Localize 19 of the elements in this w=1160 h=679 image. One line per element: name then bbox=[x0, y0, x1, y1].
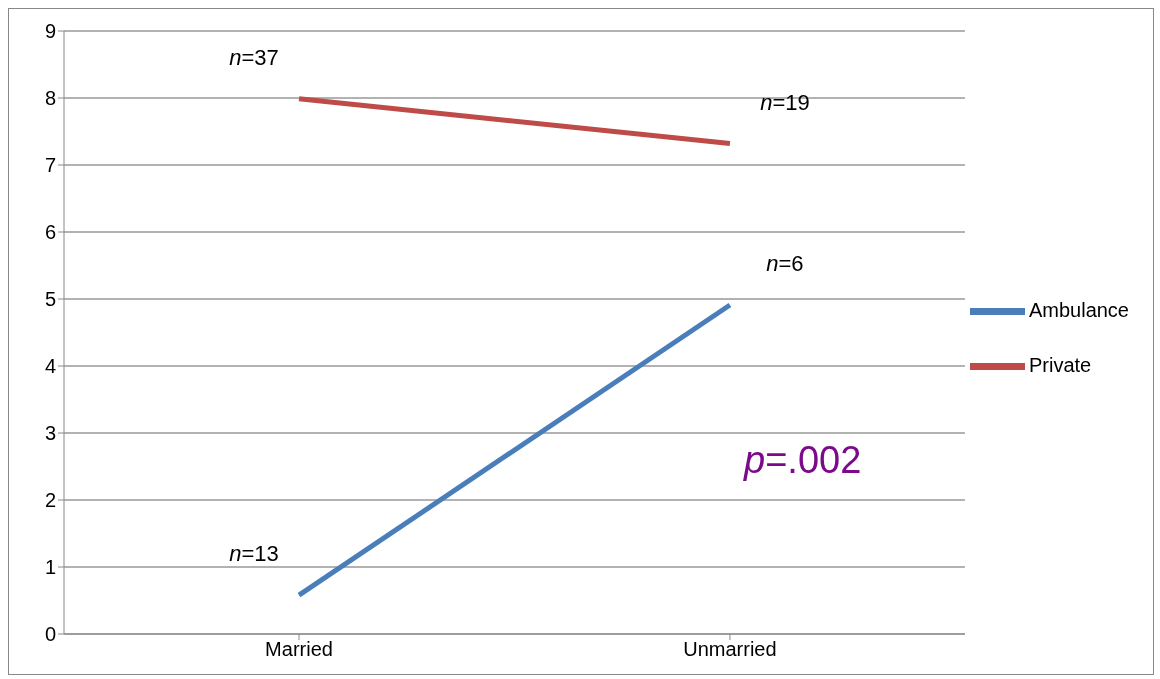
annotation: n=37 bbox=[229, 44, 279, 70]
y-tick-label: 2 bbox=[44, 489, 56, 512]
annotation: n=19 bbox=[760, 89, 810, 115]
annotation: n=6 bbox=[766, 250, 804, 276]
y-tick-label: 6 bbox=[44, 221, 56, 244]
y-tick-label: 7 bbox=[44, 154, 56, 177]
annotation: n=13 bbox=[229, 540, 279, 566]
legend-label: Private bbox=[1028, 353, 1092, 376]
legend-label: Ambulance bbox=[1028, 298, 1129, 321]
y-tick-label: 1 bbox=[44, 556, 56, 579]
y-tick-label: 5 bbox=[44, 288, 56, 311]
y-tick-label: 8 bbox=[44, 87, 56, 110]
y-tick-label: 3 bbox=[44, 422, 56, 445]
x-tick-label: Married bbox=[265, 638, 333, 661]
y-tick-label: 4 bbox=[44, 355, 56, 378]
y-tick-label: 0 bbox=[44, 623, 56, 646]
x-tick-label: Unmarried bbox=[683, 638, 777, 661]
y-tick-label: 9 bbox=[44, 20, 56, 43]
annotation: p=.002 bbox=[744, 439, 862, 482]
